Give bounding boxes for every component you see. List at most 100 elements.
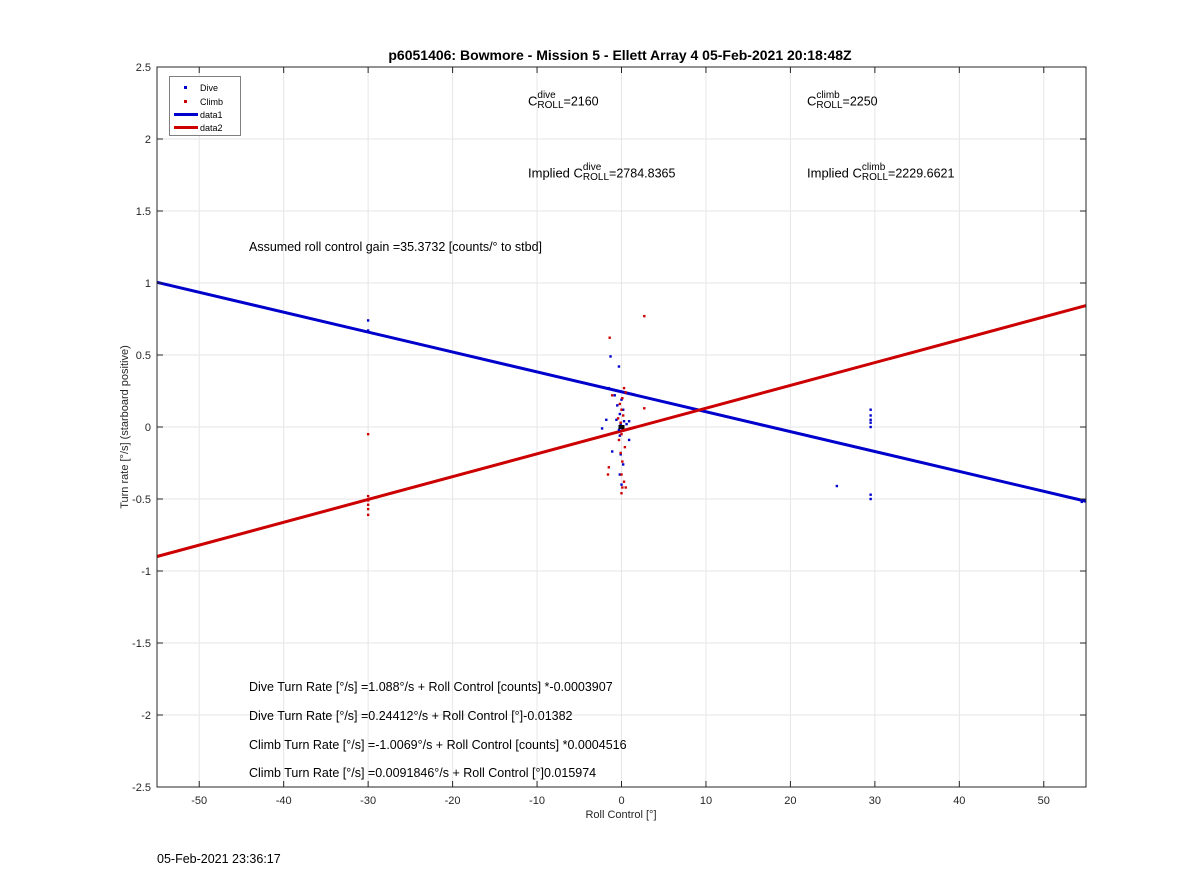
assumed-gain-annotation: Assumed roll control gain =35.3732 [coun… xyxy=(249,240,543,254)
legend: Dive Climb data1 data2 xyxy=(169,76,241,136)
point-climb xyxy=(616,417,620,420)
data-series xyxy=(156,280,1087,558)
point-dive xyxy=(600,427,604,430)
origin-cluster-marker xyxy=(618,425,625,429)
y-tick-label: -2.5 xyxy=(132,782,151,794)
point-dive xyxy=(619,453,622,456)
y-tick-label: -1 xyxy=(141,566,151,578)
point-dive xyxy=(620,398,623,401)
point-climb xyxy=(620,408,623,411)
y-tick-label: 0.5 xyxy=(136,350,151,362)
legend-climb-label: Climb xyxy=(200,97,224,107)
legend-item-data1: data1 xyxy=(174,109,223,121)
x-tick-label: -40 xyxy=(276,795,292,807)
coef-climb-base: C xyxy=(807,93,817,109)
x-tick-label: 40 xyxy=(953,795,965,807)
x-tick-label: 50 xyxy=(1038,795,1050,807)
axis-ticks: -50 -40 -30 -20 -10 0 10 20 30 40 50-2.5-2-1.5-1-0… xyxy=(132,62,1086,807)
point-climb xyxy=(619,421,622,424)
legend-item-climb: Climb xyxy=(174,96,223,108)
point-climb xyxy=(619,451,622,455)
point-dive xyxy=(616,404,619,407)
coef-dive-value: =2160 xyxy=(563,94,599,109)
point-climb xyxy=(366,513,370,517)
legend-data1-line xyxy=(174,109,198,121)
point-dive xyxy=(627,420,631,423)
point-climb xyxy=(643,407,646,410)
point-dive xyxy=(615,418,618,421)
point-dive xyxy=(607,386,611,390)
point-dive xyxy=(869,408,872,411)
point-climb xyxy=(618,402,622,406)
point-dive xyxy=(869,414,872,417)
point-climb xyxy=(366,503,370,506)
implied-dive-sub: ROLL xyxy=(582,172,610,183)
implied-climb-sup: climb xyxy=(861,162,886,173)
point-climb xyxy=(608,336,611,339)
point-dive xyxy=(618,434,622,437)
point-climb xyxy=(623,445,627,449)
implied-dive-sup: dive xyxy=(582,162,602,173)
point-climb xyxy=(366,433,370,436)
point-dive xyxy=(869,497,872,501)
fit-climb-counts-annotation: Climb Turn Rate [°/s] =-1.0069°/s + Roll… xyxy=(249,738,627,752)
point-climb xyxy=(366,499,370,502)
fit-dive-deg-annotation: Dive Turn Rate [°/s] =0.24412°/s + Roll … xyxy=(249,709,573,723)
point-dive xyxy=(625,422,628,426)
point-dive xyxy=(622,420,626,423)
point-climb xyxy=(621,486,624,489)
point-climb xyxy=(624,486,627,489)
point-climb xyxy=(624,391,627,394)
point-climb xyxy=(366,494,370,498)
implied-dive-value: =2784.8365 xyxy=(609,166,676,181)
point-dive xyxy=(617,365,621,368)
implied-climb-sub: ROLL xyxy=(861,172,889,183)
point-climb xyxy=(643,314,646,318)
point-dive xyxy=(609,355,612,358)
point-climb xyxy=(606,473,610,476)
point-dive xyxy=(869,421,872,424)
point-dive xyxy=(869,425,872,429)
coef-dive-sup: dive xyxy=(537,90,556,101)
chart-title: p6051406: Bowmore - Mission 5 - Ellett A… xyxy=(388,47,852,63)
implied-climb-prefix: Implied C xyxy=(807,165,862,181)
y-tick-label: 0 xyxy=(145,422,151,434)
y-axis-label: Turn rate [°/s] (starboard positive) xyxy=(119,345,131,509)
x-tick-label: -30 xyxy=(360,795,376,807)
y-tick-label: 2.5 xyxy=(136,62,151,74)
point-dive xyxy=(621,408,625,411)
point-dive xyxy=(366,319,370,322)
point-climb xyxy=(621,414,625,417)
point-climb xyxy=(617,438,621,442)
point-climb xyxy=(366,507,370,511)
point-climb xyxy=(620,473,623,476)
point-dive xyxy=(611,450,614,453)
x-tick-label: -50 xyxy=(191,795,207,807)
point-dive xyxy=(618,473,622,476)
point-dive xyxy=(618,412,622,416)
series-line-data2 xyxy=(156,304,1087,558)
point-climb xyxy=(621,460,624,463)
y-tick-label: 1.5 xyxy=(136,206,151,218)
series-line-data1 xyxy=(156,280,1087,503)
point-climb xyxy=(607,466,611,469)
coef-climb-sub: ROLL xyxy=(816,100,843,111)
point-climb xyxy=(611,394,614,397)
point-dive xyxy=(621,463,625,466)
x-tick-label: 0 xyxy=(618,795,624,807)
x-tick-label: 10 xyxy=(700,795,712,807)
implied-dive-prefix: Implied C xyxy=(528,165,583,181)
point-climb xyxy=(620,492,623,495)
x-tick-label: -10 xyxy=(529,795,545,807)
legend-item-dive: Dive xyxy=(174,82,218,94)
point-dive xyxy=(1080,500,1083,504)
legend-dive-label: Dive xyxy=(200,83,219,93)
legend-climb-marker xyxy=(174,96,198,108)
legend-data2-label: data2 xyxy=(200,123,223,133)
coef-climb-value: =2250 xyxy=(842,94,878,109)
